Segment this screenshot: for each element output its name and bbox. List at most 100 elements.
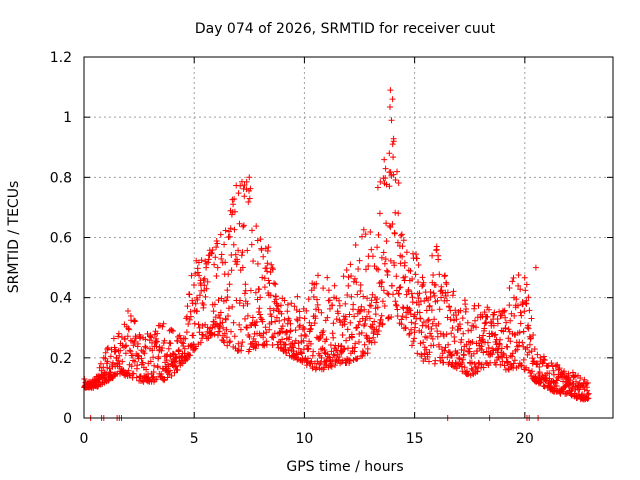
data-point: [119, 358, 126, 365]
data-point: [134, 362, 141, 369]
y-tick-label: 0.6: [50, 231, 72, 247]
data-point: [480, 332, 487, 339]
data-point: [200, 277, 207, 284]
data-point: [441, 347, 448, 354]
data-point: [154, 364, 161, 371]
data-point: [385, 314, 392, 321]
data-point: [301, 331, 308, 338]
data-point: [165, 363, 172, 370]
data-point: [324, 274, 331, 281]
data-point: [270, 334, 277, 341]
data-point: [553, 362, 559, 369]
data-point: [241, 290, 248, 297]
data-point: [433, 246, 440, 253]
data-point: [389, 141, 396, 148]
data-point: [181, 345, 188, 352]
data-point: [219, 319, 226, 326]
data-point: [234, 258, 241, 265]
data-point: [301, 325, 308, 332]
data-point: [164, 374, 171, 381]
data-point: [201, 282, 208, 289]
data-point: [242, 315, 248, 322]
data-point: [329, 330, 336, 337]
data-point: [262, 324, 269, 331]
data-point: [449, 352, 455, 359]
data-point: [105, 344, 111, 351]
data-point: [491, 332, 498, 339]
data-point: [149, 347, 156, 354]
data-point: [509, 278, 516, 285]
data-point: [256, 286, 263, 293]
data-point: [267, 305, 273, 312]
data-point: [246, 346, 253, 353]
data-point: [377, 316, 384, 323]
data-point: [97, 360, 104, 367]
data-point: [244, 324, 250, 331]
data-point: [225, 305, 232, 312]
data-point: [197, 339, 204, 346]
data-point: [352, 242, 359, 248]
data-point: [470, 350, 477, 357]
data-point: [375, 266, 382, 273]
data-point: [510, 274, 517, 281]
data-points: [81, 87, 592, 421]
data-point: [178, 353, 185, 360]
data-point: [298, 350, 305, 357]
data-point: [494, 320, 501, 327]
data-point: [416, 290, 423, 297]
data-point: [237, 326, 244, 333]
data-point: [365, 308, 372, 315]
data-point: [392, 298, 399, 305]
data-point: [223, 334, 230, 341]
data-point: [178, 339, 185, 346]
data-point: [186, 316, 193, 323]
data-point: [434, 333, 441, 340]
data-point: [461, 364, 468, 371]
data-point: [273, 314, 280, 321]
data-point: [341, 345, 348, 352]
data-point: [381, 156, 388, 163]
data-point: [417, 315, 424, 322]
data-point: [345, 282, 352, 289]
data-point: [524, 344, 531, 351]
data-point: [517, 286, 524, 293]
data-point: [446, 304, 453, 310]
data-point: [148, 334, 155, 341]
data-point: [484, 313, 491, 320]
data-point: [399, 313, 406, 320]
data-point: [389, 221, 396, 227]
data-point: [336, 302, 343, 309]
data-point: [517, 309, 524, 316]
data-point: [309, 365, 316, 372]
data-point: [284, 301, 291, 308]
data-point: [368, 246, 375, 253]
data-point: [267, 292, 274, 299]
data-point: [449, 325, 456, 331]
data-point: [523, 300, 530, 307]
data-point: [529, 355, 536, 362]
data-point: [218, 251, 225, 258]
data-point: [364, 295, 371, 302]
data-point: [252, 289, 259, 296]
data-point: [261, 275, 268, 282]
data-point: [485, 344, 492, 351]
data-point: [382, 175, 389, 181]
data-point: [328, 360, 335, 367]
data-point: [176, 332, 183, 339]
data-point: [394, 168, 400, 175]
data-point: [486, 306, 492, 313]
data-point: [128, 363, 135, 370]
data-point: [401, 277, 408, 284]
data-point: [436, 306, 443, 313]
data-point: [348, 293, 355, 300]
data-point: [427, 330, 433, 337]
data-point: [326, 297, 333, 304]
data-point: [226, 228, 232, 235]
data-point: [511, 312, 518, 319]
data-point: [389, 96, 396, 103]
data-point: [515, 282, 522, 289]
data-point: [104, 358, 111, 365]
data-point: [381, 303, 388, 309]
data-point: [536, 363, 543, 370]
data-point: [221, 339, 228, 346]
